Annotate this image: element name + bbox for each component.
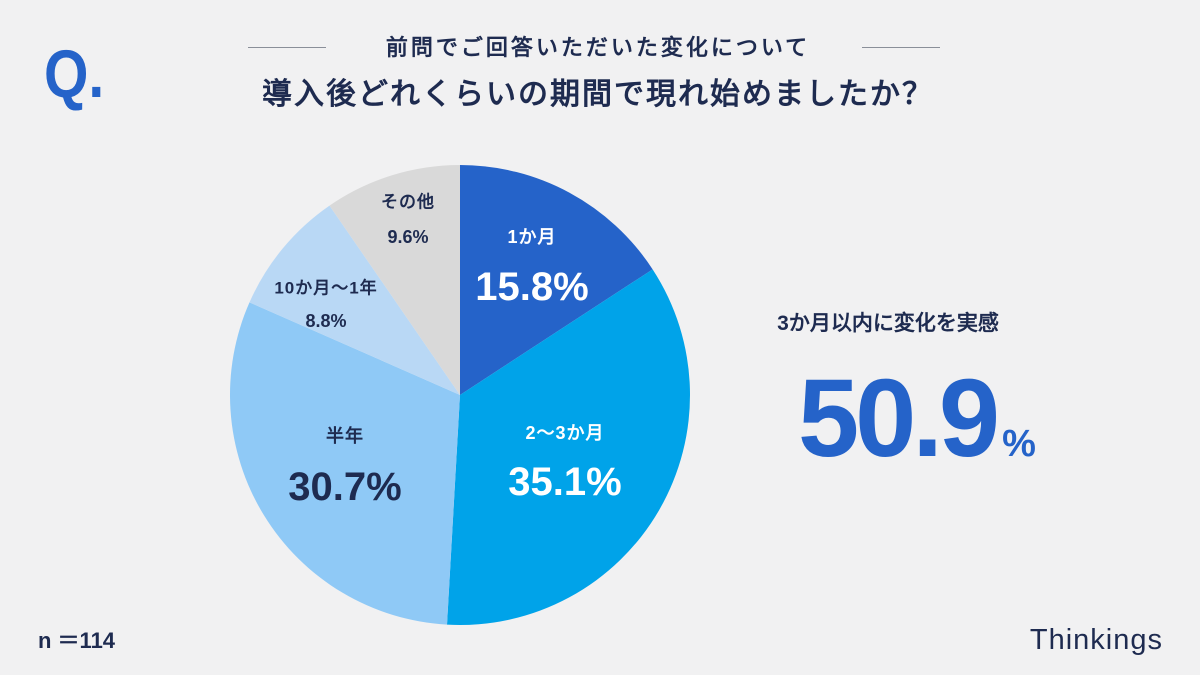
slice-value-unit-4: % <box>331 311 347 331</box>
slice-category-label-5: その他 <box>381 192 435 212</box>
pie-slices <box>229 165 690 625</box>
pie-slice-4 <box>249 205 460 395</box>
slice-category-label-1: 1か月 <box>507 227 556 247</box>
question-mark-label: Q. <box>44 36 105 112</box>
pie-slice-2 <box>447 269 690 625</box>
pie-labels: 1か月15.8%2〜3か月35.1%半年30.7%10か月〜1年8.8%その他9… <box>274 192 621 510</box>
question-title: 導入後どれくらいの期間で現れ始めましたか？ <box>262 78 934 111</box>
slice-value-label-1: 15.8% <box>475 265 588 309</box>
slice-value-number-2: 35.1 <box>508 460 586 504</box>
pie-slice-3 <box>229 302 460 625</box>
subtitle-rule-left <box>248 47 326 48</box>
slice-value-label-4: 8.8% <box>305 311 346 331</box>
slice-value-label-5: 9.6% <box>387 227 428 247</box>
sample-size-note: n ＝114 <box>38 628 116 653</box>
slice-value-unit-5: % <box>413 227 429 247</box>
highlight-value: 50.9% <box>798 364 1036 474</box>
slice-value-label-3: 30.7% <box>288 465 401 509</box>
slice-value-unit-3: % <box>366 465 402 509</box>
slice-value-number-5: 9.6 <box>387 227 412 247</box>
pie-slice-1 <box>460 165 653 395</box>
slice-value-unit-1: % <box>553 265 589 309</box>
slice-value-label-2: 35.1% <box>508 460 621 504</box>
highlight-number: 50.9 <box>798 357 1000 480</box>
slice-value-number-4: 8.8 <box>305 311 330 331</box>
slice-category-label-4: 10か月〜1年 <box>274 278 377 298</box>
question-subtitle: 前問でご回答いただいた変化について <box>385 35 811 60</box>
slice-value-number-3: 30.7 <box>288 465 366 509</box>
pie-slice-5 <box>329 165 460 395</box>
subtitle-rule-right <box>862 47 940 48</box>
slice-value-number-1: 15.8 <box>475 265 553 309</box>
highlight-unit: % <box>1002 423 1036 465</box>
slice-category-label-3: 半年 <box>326 425 364 446</box>
brand-logo: Thinkings <box>1029 624 1163 656</box>
highlight-label: 3か月以内に変化を実感 <box>777 312 999 335</box>
slice-value-unit-2: % <box>586 460 622 504</box>
slice-category-label-2: 2〜3か月 <box>525 423 604 443</box>
